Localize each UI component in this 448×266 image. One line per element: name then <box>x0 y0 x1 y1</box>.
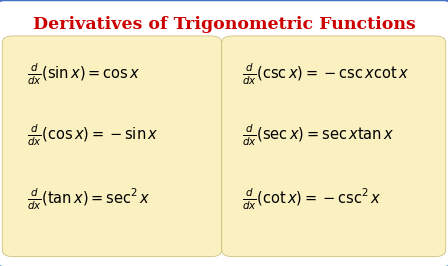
Text: $\frac{d}{dx}(\cot x) = -\csc^2 x$: $\frac{d}{dx}(\cot x) = -\csc^2 x$ <box>242 187 381 212</box>
Text: Derivatives of Trigonometric Functions: Derivatives of Trigonometric Functions <box>33 16 415 33</box>
Text: $\frac{d}{dx}(\tan x) = \sec^2 x$: $\frac{d}{dx}(\tan x) = \sec^2 x$ <box>27 187 151 212</box>
Text: $\frac{d}{dx}(\cos x) = -\sin x$: $\frac{d}{dx}(\cos x) = -\sin x$ <box>27 123 158 148</box>
Text: $\frac{d}{dx}(\sec x) = \sec x \tan x$: $\frac{d}{dx}(\sec x) = \sec x \tan x$ <box>242 123 394 148</box>
Text: $\frac{d}{dx}(\csc x) = -\csc x \cot x$: $\frac{d}{dx}(\csc x) = -\csc x \cot x$ <box>242 62 409 87</box>
FancyBboxPatch shape <box>2 36 222 257</box>
FancyBboxPatch shape <box>222 36 446 257</box>
Text: $\frac{d}{dx}(\sin x) = \cos x$: $\frac{d}{dx}(\sin x) = \cos x$ <box>27 62 140 87</box>
